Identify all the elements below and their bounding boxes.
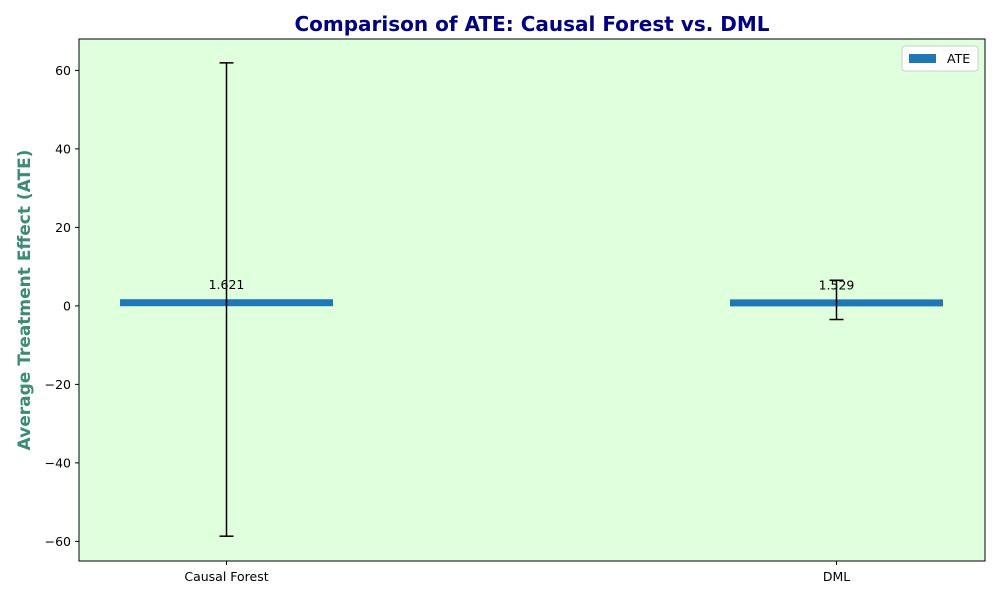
legend-frame	[901, 45, 979, 72]
legend: ATE	[901, 45, 979, 72]
y-tick-label-1: −60	[45, 534, 71, 549]
y-tick-label-4: 0	[63, 298, 71, 313]
plot-frame	[78, 38, 986, 562]
data-labels-layer: 1.621 1.529	[209, 277, 855, 292]
y-tick-label-2: −40	[45, 455, 71, 470]
x-axis: Causal Forest DML	[184, 561, 850, 584]
error-bars-layer	[219, 62, 844, 537]
data-label-2: 1.529	[819, 277, 855, 292]
y-tick-label-7: 60	[55, 63, 71, 78]
legend-label: ATE	[947, 51, 970, 66]
legend-swatch	[909, 54, 936, 63]
data-label-1: 1.621	[209, 277, 245, 292]
x-tick-label-2: DML	[823, 569, 850, 584]
y-tick-label-6: 40	[55, 141, 71, 156]
y-axis-label: Average Treatment Effect (ATE)	[15, 150, 35, 451]
y-axis: −60 −40 −20 0 20 40 60	[45, 63, 79, 549]
y-tick-label-3: −20	[45, 377, 71, 392]
chart-title: Comparison of ATE: Causal Forest vs. DML	[294, 12, 769, 36]
y-tick-label-5: 20	[55, 220, 71, 235]
x-tick-label-1: Causal Forest	[184, 569, 268, 584]
